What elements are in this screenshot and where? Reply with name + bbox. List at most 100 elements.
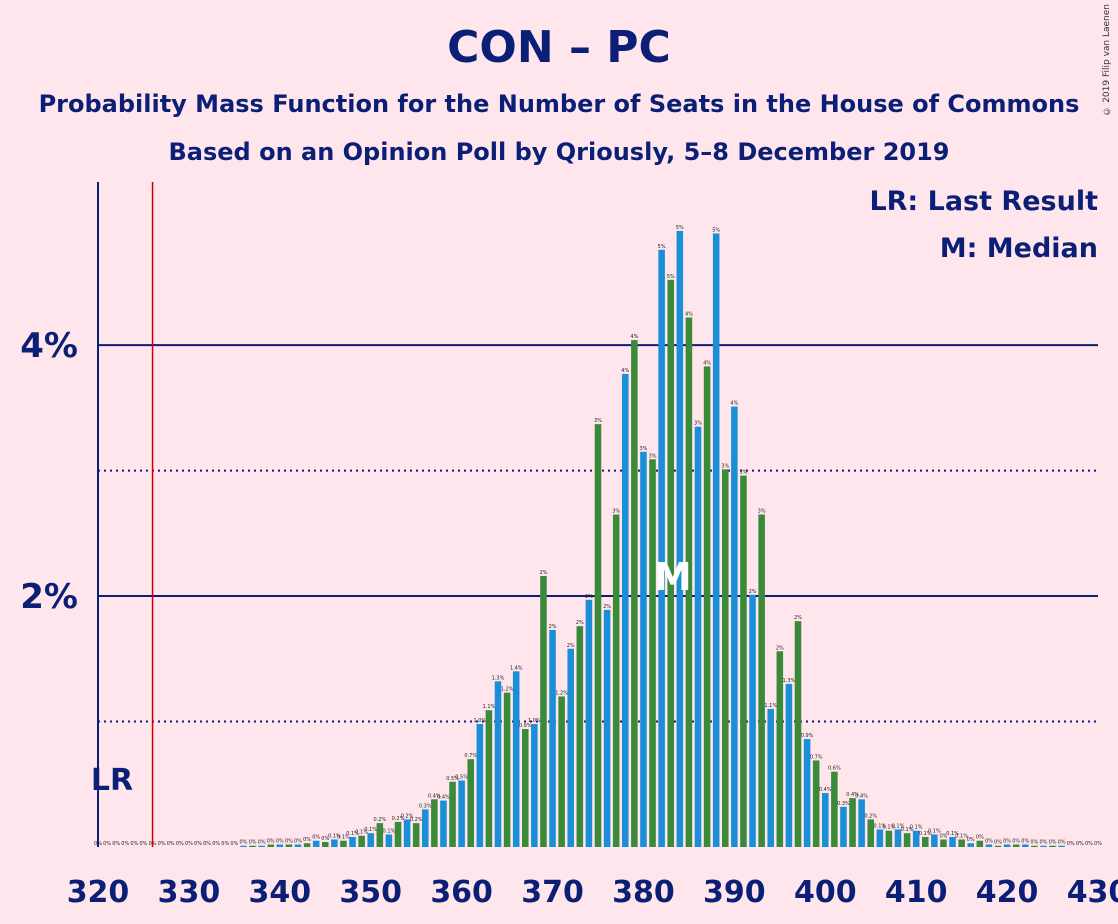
- bar-354: [403, 819, 411, 847]
- x-tick-label: 370: [521, 875, 584, 910]
- bar-label-337: 0%: [249, 840, 257, 846]
- bar-426: [1058, 845, 1065, 847]
- bar-label-351: 0.2%: [373, 817, 386, 823]
- bar-label-330: 0%: [185, 841, 193, 847]
- chart-subtitle: Probability Mass Function for the Number…: [38, 90, 1080, 118]
- bar-359: [449, 781, 456, 847]
- bar-421: [1012, 844, 1020, 847]
- bar-label-371: 1.2%: [555, 690, 568, 696]
- bar-label-399: 0.7%: [810, 754, 823, 760]
- bar-374: [585, 599, 593, 847]
- x-tick-label: 320: [67, 875, 130, 910]
- bar-379: [631, 340, 638, 847]
- bar-label-369: 2%: [539, 570, 547, 576]
- bar-398: [803, 739, 811, 847]
- bar-label-367: 0.9%: [519, 723, 532, 729]
- bar-360: [458, 780, 465, 847]
- bar-353: [394, 821, 402, 847]
- bar-394: [767, 708, 774, 847]
- bar-label-397: 2%: [794, 615, 802, 621]
- bar-label-405: 0.2%: [864, 813, 877, 819]
- bar-386: [694, 426, 702, 847]
- x-tick-label: 350: [339, 875, 402, 910]
- x-tick-label: 420: [976, 875, 1039, 910]
- bar-label-347: 0.1%: [337, 835, 350, 841]
- bar-label-342: 0%: [294, 838, 302, 844]
- bar-414: [949, 836, 956, 847]
- bar-label-410: 0.1%: [910, 825, 923, 831]
- bar-341: [285, 844, 293, 847]
- bar-label-404: 0.4%: [855, 793, 868, 799]
- bar-372: [567, 648, 574, 847]
- bar-label-333: 0%: [212, 841, 220, 847]
- bar-label-416: 0%: [967, 837, 975, 843]
- bar-label-394: 1.1%: [764, 703, 777, 709]
- bar-label-430: 0%: [1094, 841, 1102, 847]
- bar-label-360: 0.5%: [455, 775, 468, 781]
- bar-408: [894, 829, 902, 847]
- bar-424: [1040, 845, 1047, 847]
- bar-352: [385, 834, 393, 847]
- bar-label-428: 0%: [1076, 841, 1084, 847]
- bar-label-384: 5%: [676, 225, 684, 231]
- bar-label-379: 4%: [630, 334, 638, 340]
- bar-357: [431, 799, 438, 847]
- bar-label-393: 3%: [758, 509, 766, 515]
- bar-label-358: 0.4%: [437, 795, 450, 801]
- bar-label-421: 0%: [1012, 838, 1020, 844]
- bar-346: [331, 839, 338, 847]
- bar-label-370: 2%: [549, 624, 557, 630]
- bar-367: [522, 729, 529, 847]
- bar-375: [594, 424, 602, 847]
- chart-title: CON – PC: [447, 22, 671, 73]
- bar-411: [922, 836, 929, 847]
- bar-378: [622, 373, 629, 847]
- bar-label-407: 0.1%: [883, 825, 896, 831]
- bar-label-413: 0%: [939, 833, 947, 839]
- bar-label-374: 2%: [585, 594, 593, 600]
- bar-397: [794, 621, 802, 847]
- bar-label-409: 0.1%: [901, 827, 914, 833]
- bar-label-354: 0.2%: [401, 813, 414, 819]
- bar-404: [858, 799, 865, 847]
- bar-label-402: 0.3%: [837, 801, 850, 807]
- bar-label-328: 0%: [167, 841, 175, 847]
- bar-373: [576, 626, 584, 847]
- bar-label-400: 0.4%: [819, 787, 832, 793]
- bar-405: [867, 819, 874, 847]
- bar-380: [640, 451, 647, 847]
- bar-410: [912, 830, 920, 847]
- bar-label-426: 0%: [1058, 840, 1066, 846]
- bar-label-357: 0.4%: [428, 793, 441, 799]
- bar-347: [340, 840, 347, 847]
- bar-label-356: 0.3%: [419, 803, 432, 809]
- bar-label-335: 0%: [230, 841, 238, 847]
- x-tick-label: 360: [430, 875, 493, 910]
- bar-label-429: 0%: [1085, 841, 1093, 847]
- bar-388: [712, 233, 720, 848]
- bar-label-415: 0.1%: [955, 833, 968, 839]
- bar-label-420: 0%: [1003, 838, 1011, 844]
- bar-label-401: 0.6%: [828, 766, 841, 772]
- bar-label-414: 0.1%: [946, 831, 959, 837]
- bar-label-339: 0%: [267, 838, 275, 844]
- bar-339: [267, 844, 274, 847]
- legend-last-result: LR: Last Result: [869, 186, 1098, 217]
- bar-351: [376, 823, 384, 847]
- bar-label-331: 0%: [194, 841, 202, 847]
- bar-label-372: 2%: [567, 643, 575, 649]
- bar-label-344: 0%: [312, 835, 320, 841]
- bar-label-338: 0%: [258, 840, 266, 846]
- bar-label-385: 4%: [685, 312, 693, 318]
- bar-label-423: 0%: [1030, 840, 1038, 846]
- bar-label-336: 0%: [239, 840, 247, 846]
- bar-label-346: 0.1%: [328, 833, 341, 839]
- bar-label-425: 0%: [1049, 840, 1057, 846]
- bar-label-345: 0%: [321, 836, 329, 842]
- bar-label-363: 1.1%: [483, 704, 496, 710]
- bar-label-380: 3%: [639, 446, 647, 452]
- x-tick-label: 330: [158, 875, 221, 910]
- chart-subtitle-source: Based on an Opinion Poll by Qriously, 5–…: [168, 138, 950, 166]
- bar-label-353: 0.2%: [392, 816, 405, 822]
- bar-365: [503, 692, 511, 847]
